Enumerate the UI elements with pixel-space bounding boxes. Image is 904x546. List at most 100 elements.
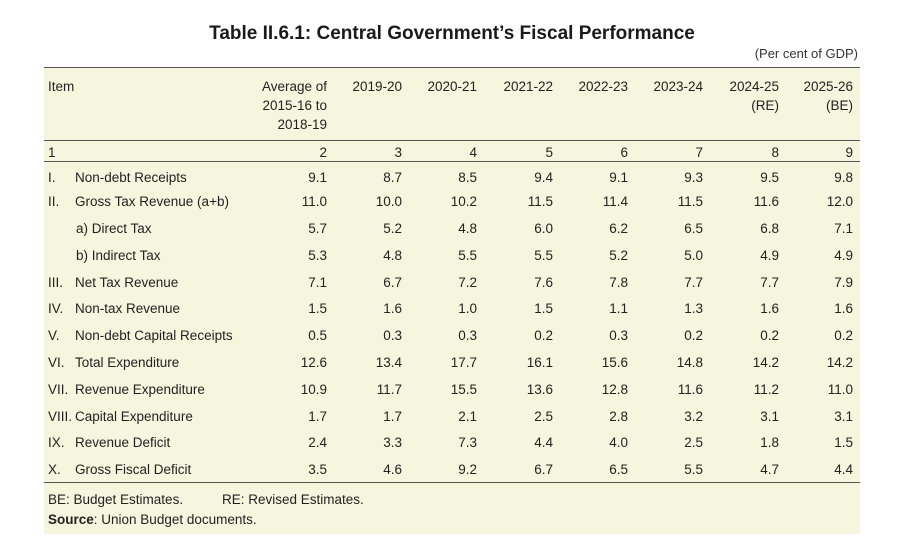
- note-budget-estimates: BE: Budget Estimates.: [48, 492, 184, 507]
- column-number: 3: [394, 145, 402, 160]
- column-header: 2024-25 (RE): [729, 79, 779, 113]
- row-label: Capital Expenditure: [75, 409, 193, 424]
- table-cell: 14.2: [826, 355, 853, 370]
- table-cell: 1.5: [308, 301, 327, 316]
- table-cell: 11.0: [827, 382, 853, 397]
- table-cell: 4.4: [534, 435, 553, 450]
- column-header: 2025-26 (BE): [803, 79, 853, 113]
- column-header: 2023-24: [653, 79, 703, 94]
- table-cell: 0.3: [383, 328, 402, 343]
- row-label: Non-tax Revenue: [75, 301, 181, 316]
- table-cell: 11.5: [677, 194, 703, 209]
- column-header: 2019-20: [352, 79, 402, 94]
- table-cell: 5.5: [534, 248, 553, 263]
- table-cell: 11.5: [527, 194, 553, 209]
- table-cell: 9.2: [458, 462, 477, 477]
- row-number: X.: [48, 462, 61, 477]
- table-cell: 5.5: [684, 462, 703, 477]
- table-cell: 6.8: [760, 221, 779, 236]
- column-header: 2020-21: [427, 79, 477, 94]
- row-label: Gross Tax Revenue (a+b): [75, 194, 229, 209]
- column-number: 2: [319, 145, 327, 160]
- row-label: Revenue Expenditure: [75, 382, 205, 397]
- table-cell: 0.2: [760, 328, 779, 343]
- row-label: Non-debt Receipts: [75, 170, 187, 185]
- table-cell: 16.1: [526, 355, 553, 370]
- table-cell: 9.4: [534, 170, 553, 185]
- table-cell: 1.8: [760, 435, 779, 450]
- table-title: Table II.6.1: Central Government’s Fisca…: [209, 23, 695, 44]
- table-cell: 1.3: [684, 301, 703, 316]
- table-cell: 1.5: [534, 301, 553, 316]
- table-cell: 1.7: [308, 409, 327, 424]
- table-cell: 5.3: [308, 248, 327, 263]
- table-cell: 3.2: [684, 409, 703, 424]
- table-cell: 11.2: [753, 382, 779, 397]
- table-cell: 6.2: [609, 221, 628, 236]
- table-cell: 3.5: [308, 462, 327, 477]
- table-cell: 5.2: [609, 248, 628, 263]
- table-cell: 6.7: [383, 275, 402, 290]
- row-number: IX.: [48, 435, 65, 450]
- table-cell: 11.4: [602, 194, 628, 209]
- unit-note: (Per cent of GDP): [754, 46, 858, 61]
- column-number: 5: [545, 145, 553, 160]
- table-cell: 1.6: [760, 301, 779, 316]
- table-cell: 11.6: [677, 382, 703, 397]
- row-number: I.: [48, 170, 56, 185]
- note-revised-estimates: RE: Revised Estimates.: [222, 492, 364, 507]
- column-header: Average of 2015-16 to 2018-19: [261, 79, 327, 132]
- table-cell: 5.5: [458, 248, 477, 263]
- table-cell: 5.7: [308, 221, 327, 236]
- table-cell: 11.0: [301, 194, 327, 209]
- table-cell: 1.5: [834, 435, 853, 450]
- row-number: III.: [48, 275, 64, 290]
- table-cell: 1.0: [458, 301, 477, 316]
- table-cell: 8.7: [383, 170, 402, 185]
- table-cell: 11.7: [376, 382, 402, 397]
- table-cell: 2.4: [308, 435, 327, 450]
- row-number: VIII.: [48, 409, 73, 424]
- table-cell: 1.7: [383, 409, 402, 424]
- table-cell: 1.6: [834, 301, 853, 316]
- table-cell: 14.2: [752, 355, 779, 370]
- table-cell: 6.0: [534, 221, 553, 236]
- column-header: 2022-23: [578, 79, 628, 94]
- source-text: : Union Budget documents.: [93, 512, 257, 527]
- table-cell: 3.3: [383, 435, 402, 450]
- table-cell: 4.0: [609, 435, 628, 450]
- column-header: Item: [48, 79, 75, 94]
- table-cell: 2.5: [534, 409, 553, 424]
- table-cell: 4.6: [383, 462, 402, 477]
- table-cell: 12.6: [300, 355, 327, 370]
- table-cell: 5.2: [383, 221, 402, 236]
- table-cell: 3.1: [760, 409, 779, 424]
- table-cell: 15.6: [601, 355, 628, 370]
- table-cell: 13.6: [526, 382, 553, 397]
- table-top-rule: [44, 67, 860, 68]
- table-cell: 6.5: [684, 221, 703, 236]
- table-cell: 3.1: [834, 409, 853, 424]
- table-cell: 9.3: [684, 170, 703, 185]
- table-cell: 0.2: [684, 328, 703, 343]
- row-label: Total Expenditure: [75, 355, 180, 370]
- table-cell: 0.5: [308, 328, 327, 343]
- table-cell: 2.8: [609, 409, 628, 424]
- table-cell: 12.0: [826, 194, 853, 209]
- fiscal-table: BE: Budget Estimates. RE: Revised Estima…: [44, 67, 860, 534]
- table-cell: 4.9: [760, 248, 779, 263]
- table-cell: 4.7: [760, 462, 779, 477]
- row-number: VII.: [48, 382, 69, 397]
- row-label: Gross Fiscal Deficit: [75, 462, 192, 477]
- table-bottom-rule: [44, 482, 860, 483]
- table-cell: 13.4: [375, 355, 402, 370]
- row-label: Revenue Deficit: [75, 435, 171, 450]
- table-cell: 7.7: [760, 275, 779, 290]
- table-cell: 5.0: [684, 248, 703, 263]
- table-cell: 4.8: [458, 221, 477, 236]
- source-note: Source: Union Budget documents.: [48, 510, 257, 529]
- column-number: 9: [845, 145, 853, 160]
- table-cell: 2.1: [458, 409, 477, 424]
- table-cell: 9.5: [760, 170, 779, 185]
- table-cell: 2.5: [684, 435, 703, 450]
